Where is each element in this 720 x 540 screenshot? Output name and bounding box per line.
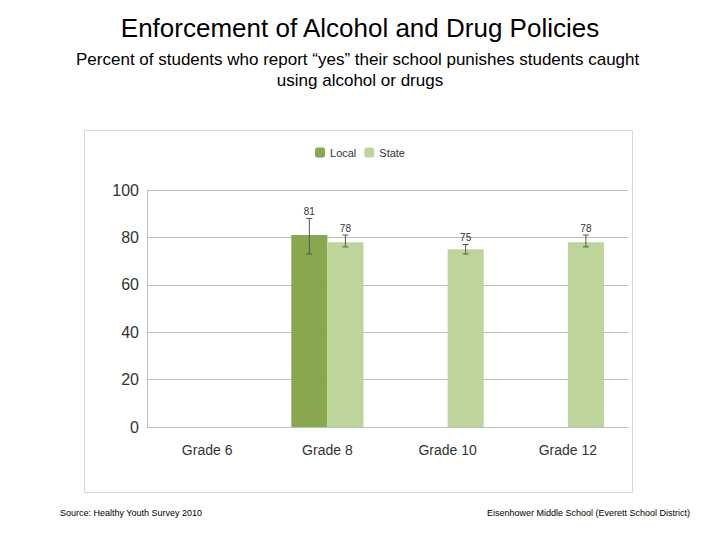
svg-text:100: 100 [112, 182, 139, 199]
svg-text:Grade 10: Grade 10 [418, 442, 477, 458]
svg-text:78: 78 [580, 223, 592, 234]
svg-text:Grade 12: Grade 12 [539, 442, 598, 458]
svg-text:0: 0 [130, 419, 139, 436]
svg-text:Eisenhower Middle School (Ever: Eisenhower Middle School (Everett School… [487, 508, 690, 518]
svg-text:Percent of students who report: Percent of students who report “yes” the… [76, 50, 644, 69]
svg-text:Local: Local [330, 147, 356, 159]
svg-text:78: 78 [340, 223, 352, 234]
svg-text:80: 80 [121, 229, 139, 246]
svg-text:Grade 8: Grade 8 [302, 442, 353, 458]
svg-text:Source: Healthy Youth Survey 2: Source: Healthy Youth Survey 2010 [60, 508, 202, 518]
svg-text:20: 20 [121, 371, 139, 388]
svg-text:Enforcement of Alcohol and Dru: Enforcement of Alcohol and Drug Policies [121, 13, 599, 43]
svg-text:81: 81 [304, 206, 316, 217]
svg-text:75: 75 [460, 232, 472, 243]
svg-text:State: State [379, 147, 405, 159]
svg-text:40: 40 [121, 324, 139, 341]
svg-text:Grade 6: Grade 6 [182, 442, 233, 458]
svg-text:60: 60 [121, 276, 139, 293]
svg-text:using alcohol or drugs: using alcohol or drugs [277, 71, 443, 90]
